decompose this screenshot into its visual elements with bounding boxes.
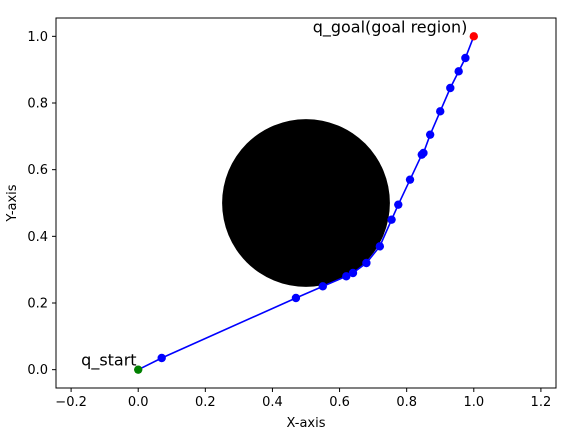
obstacle-circle xyxy=(222,119,390,287)
y-axis-label: Y-axis xyxy=(5,184,20,222)
path-node xyxy=(419,148,428,158)
path-node xyxy=(318,282,327,291)
y-tick-label: 0.4 xyxy=(27,230,48,245)
x-tick-label: 0.0 xyxy=(128,395,149,410)
goal-label: q_goal(goal region) xyxy=(313,17,468,37)
plot-content xyxy=(134,32,478,374)
y-tick-label: 1.0 xyxy=(27,30,48,45)
x-tick-label: 1.0 xyxy=(463,395,484,410)
y-tick-label: 0.2 xyxy=(27,297,48,312)
path-node xyxy=(394,200,403,209)
path-node xyxy=(387,215,396,224)
x-tick-label: 1.2 xyxy=(531,395,552,410)
path-node xyxy=(375,242,385,251)
path-node xyxy=(362,258,371,268)
x-tick-label: 0.2 xyxy=(195,395,216,410)
start-label: q_start xyxy=(81,351,136,371)
path-node xyxy=(454,67,463,76)
x-axis-ticks: −0.2 0.0 0.2 0.4 0.6 0.8 1.0 1.2 xyxy=(55,388,551,410)
x-tick-label: 0.8 xyxy=(396,395,417,410)
path-node xyxy=(405,175,415,184)
y-tick-label: 0.8 xyxy=(27,97,48,112)
path-node xyxy=(342,272,351,281)
start-point xyxy=(134,365,143,374)
y-tick-label: 0.6 xyxy=(27,163,48,178)
path-node xyxy=(436,107,445,116)
x-tick-label: −0.2 xyxy=(55,395,87,410)
x-tick-label: 0.4 xyxy=(262,395,283,410)
path-node xyxy=(446,83,455,93)
path-node xyxy=(425,130,435,139)
axes-frame xyxy=(55,17,557,389)
goal-point xyxy=(469,32,478,41)
path-node xyxy=(291,293,301,303)
x-axis-label: X-axis xyxy=(287,416,326,431)
path-node xyxy=(461,53,470,63)
path-node xyxy=(348,268,358,278)
y-tick-label: 0.0 xyxy=(27,363,48,378)
x-tick-label: 0.6 xyxy=(329,395,350,410)
path-node xyxy=(157,353,166,363)
y-axis-ticks: 0.0 0.2 0.4 0.6 0.8 1.0 xyxy=(27,30,56,378)
